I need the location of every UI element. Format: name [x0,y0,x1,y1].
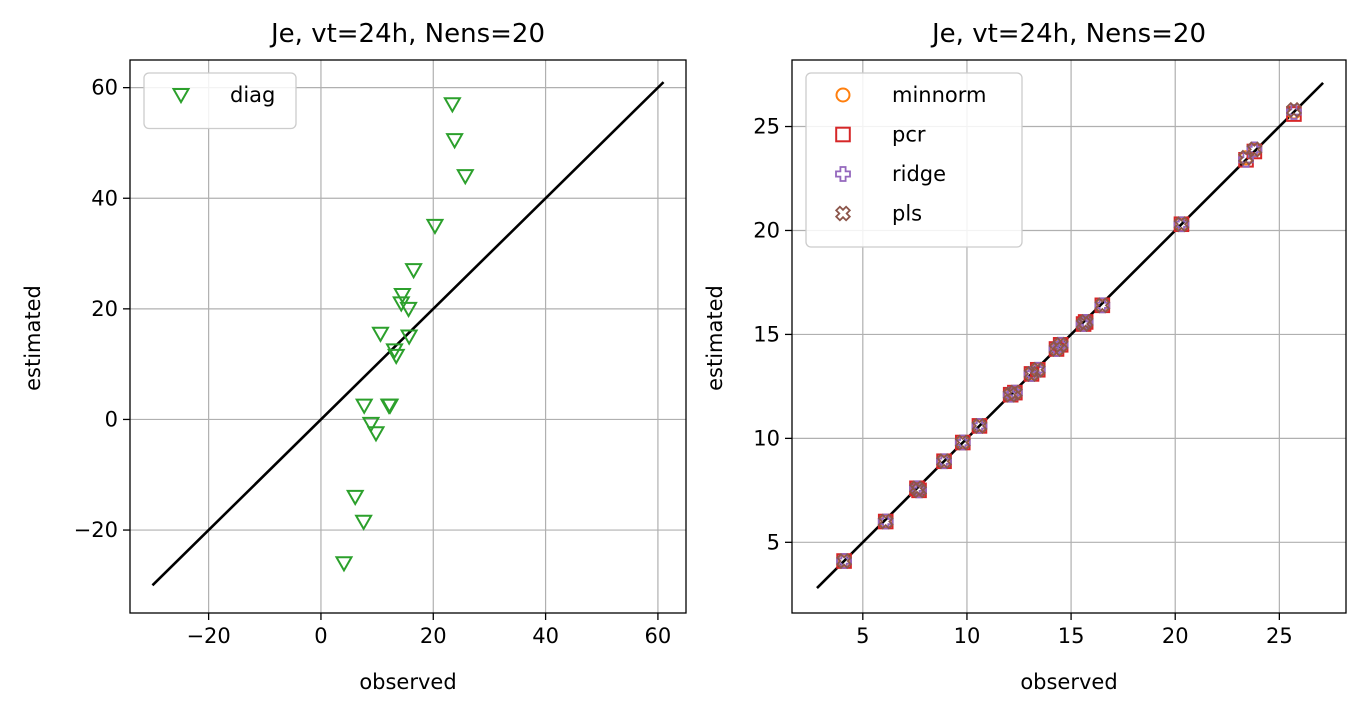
right-series-pls [836,101,1302,570]
right-x-tick-label: 10 [954,624,981,648]
left-y-axis-label: estimated [21,285,45,391]
ridge-point [1286,104,1302,120]
diag-point [380,398,400,415]
left-scatter-panel: Je, vt=24h, Nens=20 observed estimated −… [21,19,687,694]
diag-point [361,416,381,434]
right-legend-box [805,72,1023,248]
legend-ridge-label: ridge [892,162,946,186]
pls-point [1002,386,1019,403]
legend-minnorm-label: minnorm [892,83,986,107]
right-y-axis-label: estimated [703,285,727,391]
pls-point [971,417,988,434]
pls-point [877,513,894,530]
pls-point [1173,216,1190,233]
diag-point [345,489,365,507]
left-grid [130,60,686,613]
legend-pls-marker [834,205,852,222]
left-y-tick-label: −20 [74,518,118,542]
right-x-tick-label: 15 [1058,624,1085,648]
diag-point [393,288,412,305]
left-x-tick-label: −20 [186,624,230,648]
pls-point [910,482,928,499]
left-legend: diag [143,72,297,130]
right-x-tick-label: 20 [1162,624,1189,648]
left-series-diag [334,97,475,573]
left-points [334,97,475,573]
right-x-axis-label: observed [1020,670,1117,694]
legend-minnorm-marker [835,87,851,103]
left-y-tick-label: 20 [91,297,118,321]
diag-point [354,514,373,531]
left-x-tick-label: 40 [532,624,559,648]
pls-point [1246,141,1263,158]
legend-diag-marker [171,88,191,105]
right-axes-frame [791,59,1347,614]
right-y-tick-label: 25 [753,115,780,139]
pls-point [836,552,853,570]
left-y-tick-label: 0 [105,407,118,431]
left-x-tick-label: 60 [645,624,672,648]
legend-pls-label: pls [892,202,922,226]
legend-diag-label: diag [230,83,275,107]
pls-point [1237,149,1255,166]
left-axes-frame [129,59,687,614]
diag-point [399,329,419,346]
right-y-tick-label: 10 [753,426,780,450]
right-grid [792,60,1346,613]
right-y-tick-label: 20 [753,218,780,242]
right-legend: minnorm pcr ridge pls [805,72,1023,248]
diag-point [334,556,354,573]
left-y-tick-label: 60 [91,76,118,100]
legend-ridge-marker [835,166,851,182]
right-chart-title: Je, vt=24h, Nens=20 [930,19,1206,49]
diag-point [404,263,423,280]
pls-point [1052,336,1069,353]
ridge-point [1238,151,1254,168]
diag-point [445,133,464,150]
pls-point [1006,384,1023,401]
diag-point [385,343,404,360]
diag-point [399,301,418,318]
right-y-tick-label: 15 [753,322,780,346]
diag-point [386,348,406,365]
diag-point [443,97,462,114]
legend-pcr-label: pcr [892,123,926,147]
pls-point [1285,101,1302,118]
left-x-tick-label: 20 [420,624,447,648]
pls-point [1029,361,1046,378]
left-y-tick-label: 40 [91,186,118,210]
diag-point [456,169,475,186]
pls-point [1077,313,1094,331]
pls-point [954,434,971,451]
left-x-tick-label: 0 [314,624,327,648]
diag-point [392,296,411,313]
diag-point [371,326,390,343]
right-scatter-panel: Je, vt=24h, Nens=20 observed estimated 5… [703,19,1347,694]
left-x-axis-label: observed [359,670,456,694]
right-points [836,101,1302,570]
left-chart-title: Je, vt=24h, Nens=20 [269,19,545,49]
diag-point [354,398,374,415]
right-x-tick-label: 5 [856,624,869,648]
pls-point [1094,297,1111,314]
left-one-to-one-line [151,81,665,587]
pls-point [935,453,953,470]
left-legend-box [143,72,297,130]
right-x-tick-label: 25 [1266,624,1293,648]
right-y-tick-label: 5 [767,530,780,554]
diag-point [366,426,386,443]
diag-point [425,218,445,236]
legend-pcr-marker [835,126,851,143]
pls-point [1023,365,1040,382]
